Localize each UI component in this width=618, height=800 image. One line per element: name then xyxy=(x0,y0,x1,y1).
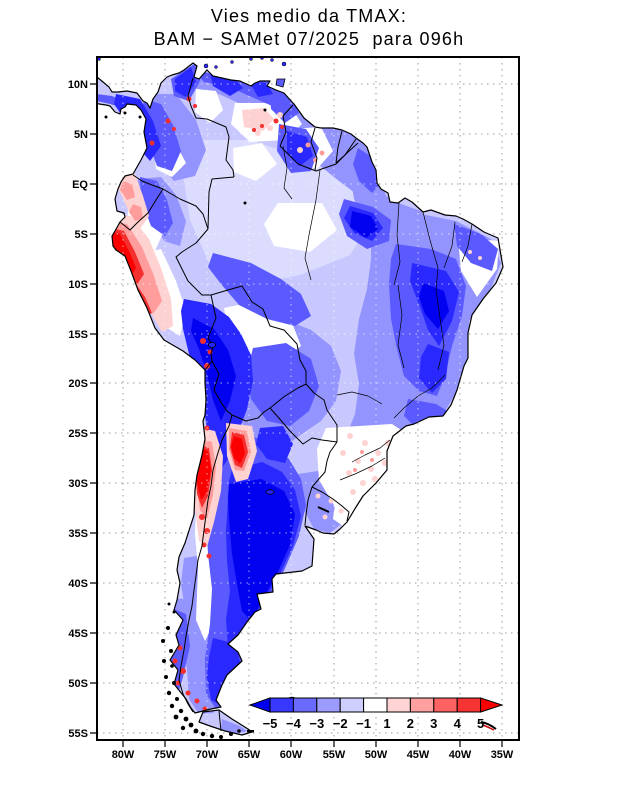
lon-tick-label: 45W xyxy=(407,749,430,761)
state-borders xyxy=(282,145,473,481)
lon-tick-label: 55W xyxy=(323,749,346,761)
lat-tick-label: 55S xyxy=(68,728,88,740)
map-frame xyxy=(96,56,520,741)
colorbar-label: 4 xyxy=(454,716,462,731)
lon-tick-label: 70W xyxy=(196,749,219,761)
south-georgia-island xyxy=(480,721,497,730)
plot-title: Vies medio da TMAX: BAM − SAMet 07/2025 … xyxy=(0,5,618,51)
colorbar: −5 −4 −3 −2 −1 1 2 3 4 5 xyxy=(248,697,504,731)
lat-tick-label: EQ xyxy=(72,179,88,191)
colorbar-swatch xyxy=(433,697,458,713)
lon-axis: 80W 75W 70W 65W 60W 55W 50W 45W 40W 35W xyxy=(112,740,514,761)
lon-tick-marks xyxy=(122,740,503,747)
colorbar-swatch xyxy=(269,697,294,713)
colorbar-swatch xyxy=(339,697,365,713)
colorbar-swatch xyxy=(409,697,435,713)
mar-chiquita-lake xyxy=(265,489,275,495)
colorbar-label: −1 xyxy=(356,716,371,731)
plot-title-line1: Vies medio da TMAX: xyxy=(210,6,408,26)
coastline xyxy=(96,62,504,736)
lon-tick-label: 60W xyxy=(280,749,303,761)
colorbar-swatch xyxy=(363,697,388,713)
colorbar-swatch xyxy=(292,697,318,713)
lon-tick-label: 35W xyxy=(491,749,514,761)
lat-tick-label: 5S xyxy=(75,229,88,241)
staten-island xyxy=(247,730,254,733)
lat-tick-marks xyxy=(90,83,97,734)
colorbar-label: −3 xyxy=(309,716,324,731)
merin-lagoon xyxy=(317,506,330,513)
lat-tick-label: 50S xyxy=(68,678,88,690)
lat-axis: 10N 5N EQ 5S 10S 15S 20S 25S 30S 35S 40S… xyxy=(68,79,97,740)
colorbar-swatch xyxy=(456,697,482,713)
lon-tick-label: 80W xyxy=(112,749,135,761)
colorbar-label: 3 xyxy=(430,716,437,731)
lat-tick-label: 10N xyxy=(68,79,88,91)
patagonian-archipelago xyxy=(161,602,241,739)
colorbar-label: −2 xyxy=(333,716,348,731)
lat-tick-label: 40S xyxy=(68,578,88,590)
lon-tick-label: 75W xyxy=(154,749,177,761)
colorbar-swatch xyxy=(316,697,341,713)
lon-tick-label: 40W xyxy=(449,749,472,761)
colorbar-swatch xyxy=(386,697,411,713)
colorbar-label: −5 xyxy=(263,716,278,731)
lat-tick-label: 20S xyxy=(68,378,88,390)
lat-tick-label: 35S xyxy=(68,528,88,540)
lat-tick-label: 30S xyxy=(68,478,88,490)
colorbar-right-arrow xyxy=(480,697,504,713)
colorbar-label: 5 xyxy=(477,716,484,731)
colorbar-label: 2 xyxy=(407,716,414,731)
colorbar-label: −4 xyxy=(286,716,302,731)
plot-title-line2: BAM − SAMet 07/2025 para 096h xyxy=(153,29,465,49)
lat-tick-label: 5N xyxy=(74,129,88,141)
lat-tick-label: 10S xyxy=(68,279,88,291)
lat-tick-label: 25S xyxy=(68,428,88,440)
south-georgia-accent xyxy=(482,724,495,731)
trinidad-island xyxy=(275,78,286,88)
lat-tick-label: 15S xyxy=(68,329,88,341)
lake-titicaca xyxy=(208,342,216,348)
lon-tick-label: 50W xyxy=(365,749,388,761)
lat-tick-label: 45S xyxy=(68,628,88,640)
lon-tick-label: 65W xyxy=(238,749,261,761)
colorbar-label: 1 xyxy=(383,716,390,731)
